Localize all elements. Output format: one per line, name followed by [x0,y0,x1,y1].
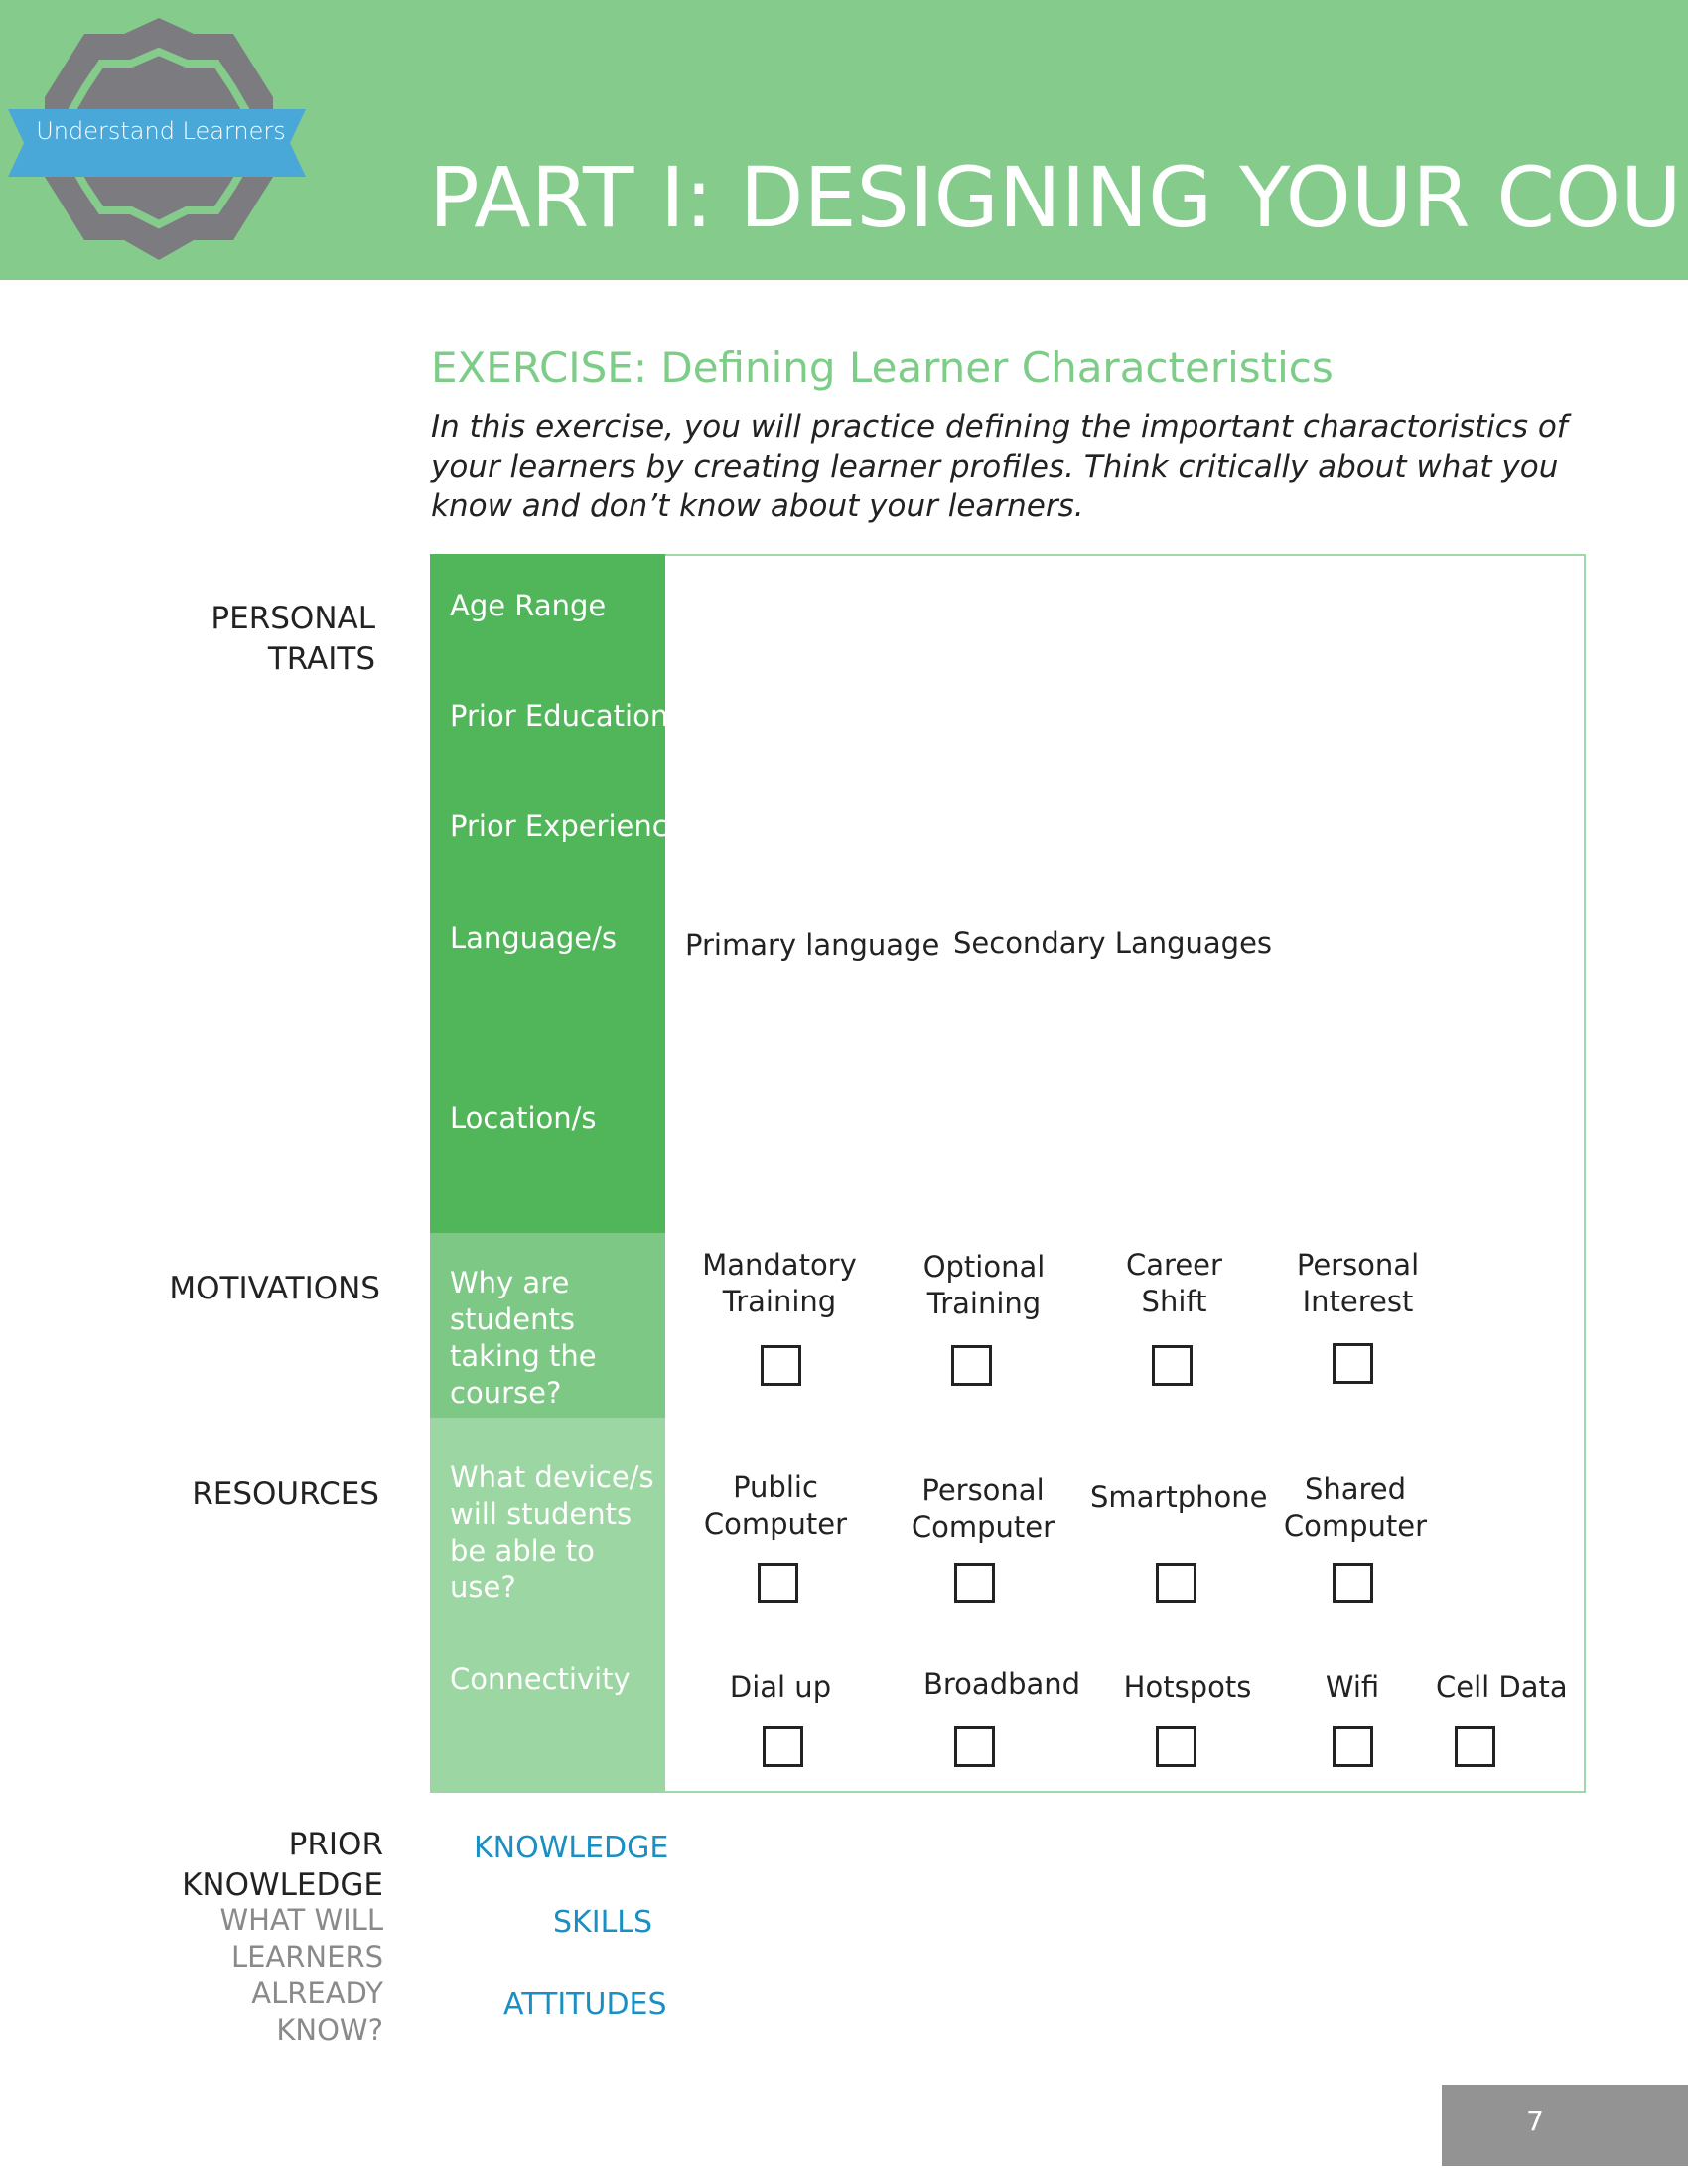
section-sublabel-prior-knowledge: WHAT WILL LEARNERS ALREADY KNOW? [219,1903,383,2047]
row-label-connectivity: Connectivity [450,1662,631,1696]
option-smartphone: Smartphone [1090,1480,1268,1514]
row-label-languages: Language/s [450,921,617,955]
checkbox-wifi[interactable] [1333,1726,1373,1767]
page-number: 7 [1526,2105,1544,2137]
row-label-prior-experience: Prior Experience [450,809,686,843]
motivations-column [430,1233,665,1418]
secondary-languages-label: Secondary Languages [953,926,1273,960]
option-public-computer: Public Computer [703,1470,848,1541]
row-label-location: Location/s [450,1101,597,1135]
prior-knowledge-skills: SKILLS [553,1905,653,1940]
row-label-prior-education: Prior Education [450,699,669,733]
option-shared-computer: Shared Computer [1283,1472,1428,1543]
option-wifi: Wifi [1325,1670,1380,1704]
exercise-intro: In this exercise, you will practice defi… [431,409,1568,524]
resources-column [430,1418,665,1793]
checkbox-hotspots[interactable] [1156,1726,1196,1767]
checkbox-career-shift[interactable] [1152,1345,1193,1386]
option-cell-data: Cell Data [1436,1670,1568,1704]
prior-knowledge-knowledge: KNOWLEDGE [474,1831,669,1865]
option-personal-interest: Personal Interest [1296,1248,1420,1318]
option-hotspots: Hotspots [1123,1670,1252,1704]
checkbox-broadband[interactable] [954,1726,995,1767]
section-label-personal-traits: PERSONAL TRAITS [211,601,375,677]
option-personal-computer: Personal Computer [911,1473,1055,1544]
checkbox-public-computer[interactable] [758,1563,798,1603]
checkbox-mandatory-training[interactable] [761,1345,801,1386]
section-label-resources: RESOURCES [192,1476,379,1512]
option-career-shift: Career Shift [1126,1248,1222,1318]
option-mandatory-training: Mandatory Training [702,1248,857,1318]
checkbox-personal-computer[interactable] [954,1563,995,1603]
page-title: PART I: DESIGNING YOUR COURSE [429,149,1688,246]
badge-icon [8,18,306,260]
primary-language-label: Primary language [685,928,940,962]
checkbox-cell-data[interactable] [1455,1726,1495,1767]
checkbox-personal-interest[interactable] [1333,1343,1373,1384]
personal-traits-column [430,554,665,1233]
exercise-title: EXERCISE: Defining Learner Characteristi… [431,343,1334,392]
page-number-box [1442,2085,1688,2166]
prior-knowledge-attitudes: ATTITUDES [503,1987,667,2022]
badge-label: Understand Learners [36,117,286,145]
checkbox-smartphone[interactable] [1156,1563,1196,1603]
section-label-prior-knowledge: PRIOR KNOWLEDGE [182,1827,383,1903]
checkbox-dial-up[interactable] [763,1726,803,1767]
devices-question: What device/s will students be able to u… [450,1460,654,1604]
checkbox-shared-computer[interactable] [1333,1563,1373,1603]
section-label-motivations: MOTIVATIONS [169,1271,380,1306]
option-broadband: Broadband [923,1667,1081,1701]
option-optional-training: Optional Training [922,1250,1046,1320]
option-dial-up: Dial up [729,1670,832,1704]
checkbox-optional-training[interactable] [951,1345,992,1386]
row-label-age-range: Age Range [450,589,607,622]
motivations-question: Why are students taking the course? [450,1266,597,1410]
